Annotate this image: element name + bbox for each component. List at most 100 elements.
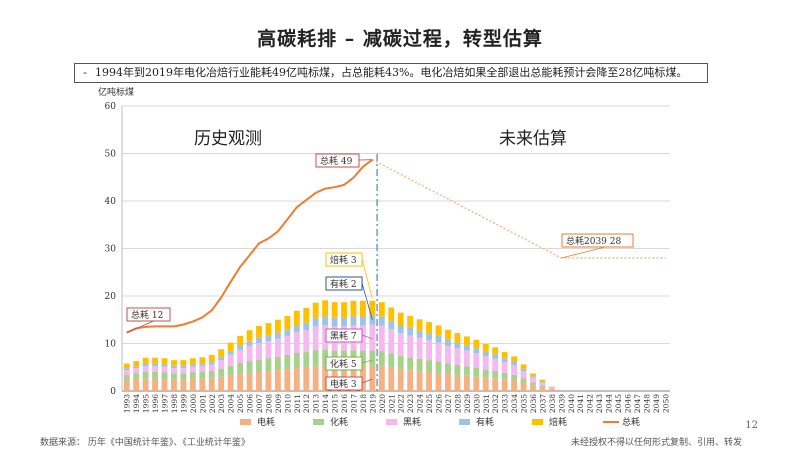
x-tick-label: 2039 <box>557 394 566 413</box>
annotation-leader <box>361 359 373 364</box>
bar-segment <box>501 362 508 373</box>
bar-segment <box>161 358 168 365</box>
bar-segment <box>274 370 281 391</box>
bar-segment <box>293 353 300 369</box>
bar-segment <box>246 372 253 391</box>
bar-segment <box>199 363 206 366</box>
bar-segment <box>482 369 489 378</box>
bar-segment <box>180 373 187 380</box>
x-tick-label: 2015 <box>331 394 340 413</box>
bar-segment <box>341 302 347 318</box>
bar-segment <box>312 350 319 367</box>
x-tick-label: 2020 <box>378 394 387 413</box>
bar-segment <box>435 342 442 362</box>
annotation: 总耗2039 28 <box>561 233 634 259</box>
x-tick-label: 1998 <box>170 394 179 413</box>
bar-segment <box>548 386 555 388</box>
bar-segment <box>463 375 470 391</box>
bar-segment <box>152 372 158 379</box>
x-tick-label: 2046 <box>623 394 632 413</box>
legend-swatch <box>459 419 470 425</box>
copyright-notice: 未经授权不得以任何形式复制、引用、转发 <box>570 438 742 448</box>
bar-segment <box>180 368 187 374</box>
bar-segment <box>208 361 215 365</box>
bar-segment <box>416 330 423 338</box>
bar-segment <box>426 340 432 361</box>
bar-segment <box>218 349 225 357</box>
bar-segment <box>501 372 508 380</box>
bar-segment <box>189 378 196 391</box>
bar-segment <box>416 358 423 372</box>
bar-segment <box>520 371 527 379</box>
x-tick-label: 2011 <box>293 394 302 413</box>
bar-segment <box>360 325 366 351</box>
bar-segment <box>218 368 225 377</box>
bar-segment <box>246 361 253 373</box>
bar-segment <box>397 369 404 391</box>
page-title: 高碳耗排 – 减碳过程，转型估算 <box>257 28 543 50</box>
x-tick-label: 1999 <box>179 394 188 413</box>
bar-segment <box>463 336 470 346</box>
bar-segment <box>360 316 366 326</box>
bar-segment <box>511 362 518 366</box>
x-tick-label: 2047 <box>633 394 642 413</box>
annotation: 总耗 12 <box>126 307 171 333</box>
bar-segment <box>312 302 319 319</box>
bar-segment <box>265 341 272 359</box>
bar-segment <box>142 363 149 367</box>
bar-segment <box>293 324 300 333</box>
x-tick-label: 2037 <box>538 394 547 413</box>
bar-segment <box>426 333 432 341</box>
bar-segment <box>237 373 244 391</box>
x-tick-label: 2022 <box>397 394 406 413</box>
y-axis-label: 亿吨标煤 <box>98 86 134 98</box>
bar-segment <box>388 329 395 354</box>
bar-segment <box>322 365 329 391</box>
x-tick-label: 2041 <box>576 394 585 413</box>
bar-segment <box>142 372 149 379</box>
x-tick-label: 2033 <box>501 394 510 413</box>
region-label-historical: 历史观测 <box>194 129 262 149</box>
bar-segment <box>265 335 272 342</box>
bar-segment <box>123 363 130 369</box>
bar-segment <box>284 335 291 355</box>
bar-segment <box>482 343 489 352</box>
bar-segment <box>123 374 130 381</box>
bar-segment <box>171 373 177 380</box>
bar-segment <box>520 364 527 369</box>
bar-segment <box>511 374 518 381</box>
bar-segment <box>511 380 518 391</box>
bar-segment <box>520 382 527 391</box>
bar-segment <box>171 379 177 391</box>
bar-segment <box>189 372 196 379</box>
bar-segment <box>426 322 432 334</box>
bar-segment <box>407 370 414 391</box>
bar-segment <box>378 302 385 317</box>
bar-segment <box>378 366 385 391</box>
x-tick-label: 2048 <box>642 394 651 413</box>
x-tick-label: 2024 <box>416 394 425 413</box>
bar-segment <box>454 374 461 391</box>
bar-segment <box>435 325 442 336</box>
bar-segment <box>180 379 187 391</box>
bar-segment <box>133 373 140 380</box>
bar-segment <box>303 322 310 331</box>
x-tick-label: 2030 <box>472 394 481 413</box>
x-tick-label: 2050 <box>661 394 670 413</box>
bar-segment <box>360 350 366 366</box>
bar-segment <box>397 312 404 325</box>
bar-segment <box>227 354 234 366</box>
bar-segment <box>208 378 215 391</box>
x-tick-label: 2019 <box>368 394 377 413</box>
bar-segment <box>501 358 508 363</box>
legend-item: 黑耗 <box>386 417 421 428</box>
annotation-box <box>325 276 363 291</box>
bar-segment <box>322 349 329 366</box>
bar-segment <box>511 356 518 363</box>
annotation-label: 总耗 12 <box>131 309 163 321</box>
bar-segment <box>274 319 281 333</box>
x-tick-label: 2036 <box>529 394 538 413</box>
bar-segment <box>539 385 546 388</box>
annotation-label: 总耗2039 28 <box>566 235 621 247</box>
